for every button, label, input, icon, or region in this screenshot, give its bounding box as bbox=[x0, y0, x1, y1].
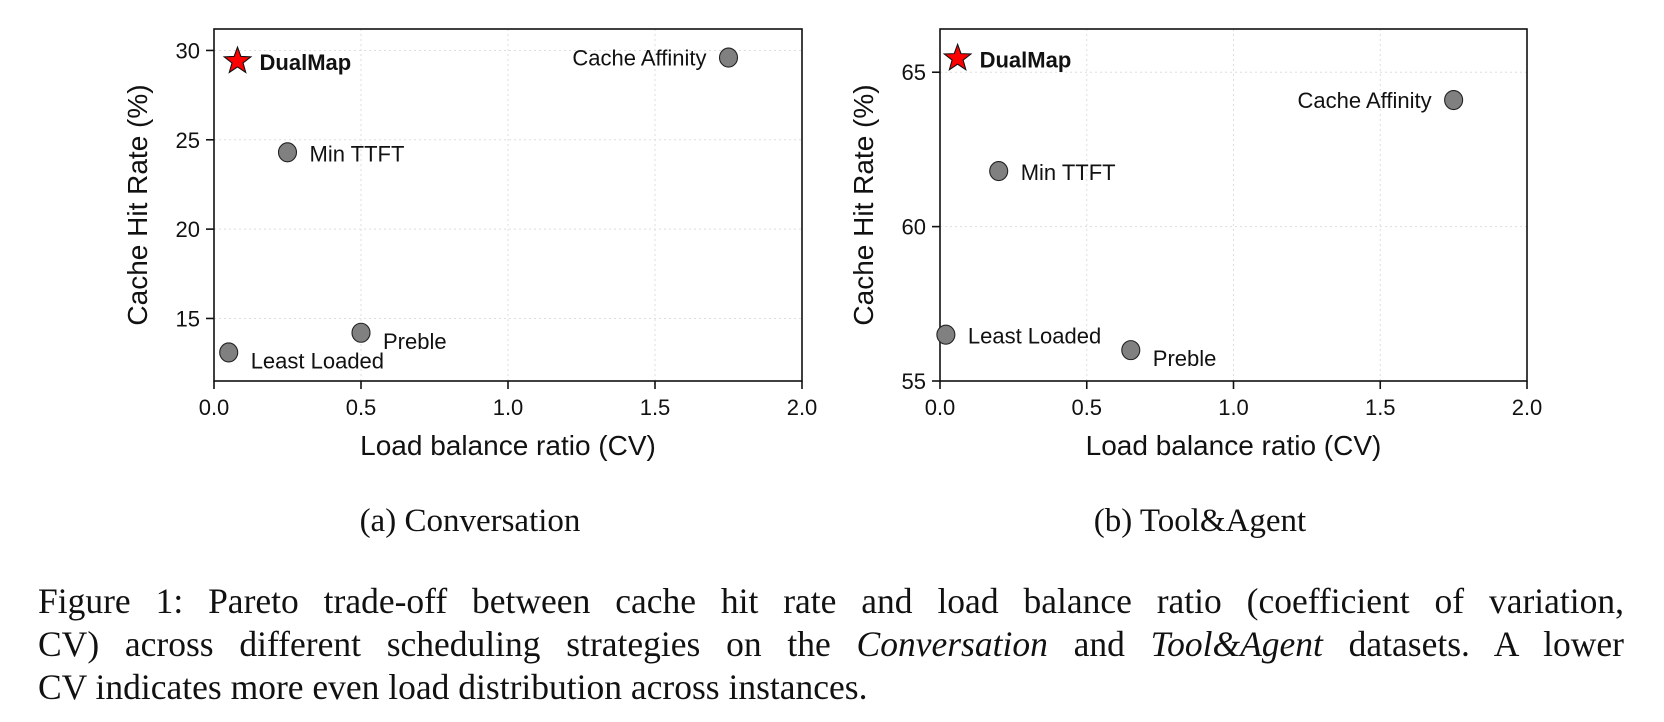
x-tick-label: 2.0 bbox=[787, 395, 818, 420]
caption-text: CV) across different scheduling strategi… bbox=[38, 624, 857, 664]
x-tick-label: 1.0 bbox=[493, 395, 524, 420]
y-tick-label: 20 bbox=[176, 217, 200, 242]
point-label-least-loaded: Least Loaded bbox=[968, 324, 1101, 349]
point-label-preble: Preble bbox=[383, 329, 447, 354]
caption-line-3: CV indicates more even load distribution… bbox=[38, 667, 868, 707]
point-label-cache-affinity: Cache Affinity bbox=[572, 46, 706, 71]
caption-text: and bbox=[1047, 624, 1151, 664]
x-tick-label: 1.0 bbox=[1218, 395, 1249, 420]
subcaption: (a) Conversation bbox=[360, 503, 581, 539]
x-tick-label: 1.5 bbox=[1365, 395, 1396, 420]
point-label-dualmap: DualMap bbox=[260, 50, 352, 75]
point-label-min-ttft: Min TTFT bbox=[1021, 160, 1116, 185]
point-label-preble: Preble bbox=[1153, 346, 1217, 371]
y-tick-label: 25 bbox=[176, 128, 200, 153]
x-axis-label: Load balance ratio (CV) bbox=[1086, 430, 1382, 461]
point-cache-affinity bbox=[1444, 89, 1464, 111]
x-tick-label: 0.5 bbox=[1071, 395, 1102, 420]
caption-dataset-tool-agent: Tool&Agent bbox=[1150, 624, 1323, 664]
y-tick-label: 30 bbox=[176, 38, 200, 63]
point-dualmap-star bbox=[942, 42, 973, 71]
panel-tool-agent: 0.0 0.5 1.0 1.5 2.0 55 60 65 Load balance ratio … bbox=[848, 28, 1543, 539]
point-label-dualmap: DualMap bbox=[980, 47, 1072, 72]
point-dualmap-star bbox=[222, 45, 253, 74]
point-label-cache-affinity: Cache Affinity bbox=[1298, 88, 1432, 113]
x-axis-label: Load balance ratio (CV) bbox=[360, 430, 656, 461]
caption-line-1: Figure 1: Pareto trade-off between cache… bbox=[38, 581, 1624, 621]
y-tick-label: 15 bbox=[176, 306, 200, 331]
x-tick-label: 0.0 bbox=[925, 395, 956, 420]
point-preble bbox=[351, 322, 371, 343]
x-tick-label: 2.0 bbox=[1512, 395, 1543, 420]
y-axis-label: Cache Hit Rate (%) bbox=[122, 84, 153, 325]
figure-caption: Figure 1: Pareto trade-off between cache… bbox=[38, 580, 1624, 709]
x-tick-label: 1.5 bbox=[640, 395, 671, 420]
point-label-min-ttft: Min TTFT bbox=[310, 141, 405, 166]
point-preble bbox=[1121, 340, 1141, 361]
caption-text: datasets. A lower bbox=[1322, 624, 1624, 664]
panel-conversation: 0.0 0.5 1.0 1.5 2.0 15 20 25 30 Load balance rati… bbox=[122, 28, 818, 539]
point-min-ttft bbox=[277, 142, 298, 163]
y-tick-label: 55 bbox=[902, 369, 926, 394]
point-label-least-loaded: Least Loaded bbox=[251, 348, 384, 373]
y-tick-label: 60 bbox=[902, 215, 926, 240]
point-least-loaded bbox=[936, 324, 956, 345]
point-min-ttft bbox=[989, 160, 1009, 182]
caption-dataset-conversation: Conversation bbox=[856, 624, 1048, 664]
x-tick-label: 0.5 bbox=[346, 395, 377, 420]
subcaption: (b) Tool&Agent bbox=[1094, 503, 1306, 539]
point-least-loaded bbox=[219, 342, 239, 363]
caption-line-2: CV) across different scheduling strategi… bbox=[38, 623, 1624, 666]
x-tick-label: 0.0 bbox=[199, 395, 230, 420]
y-axis-label: Cache Hit Rate (%) bbox=[848, 84, 879, 325]
point-cache-affinity bbox=[718, 47, 739, 68]
y-tick-label: 65 bbox=[902, 60, 926, 85]
